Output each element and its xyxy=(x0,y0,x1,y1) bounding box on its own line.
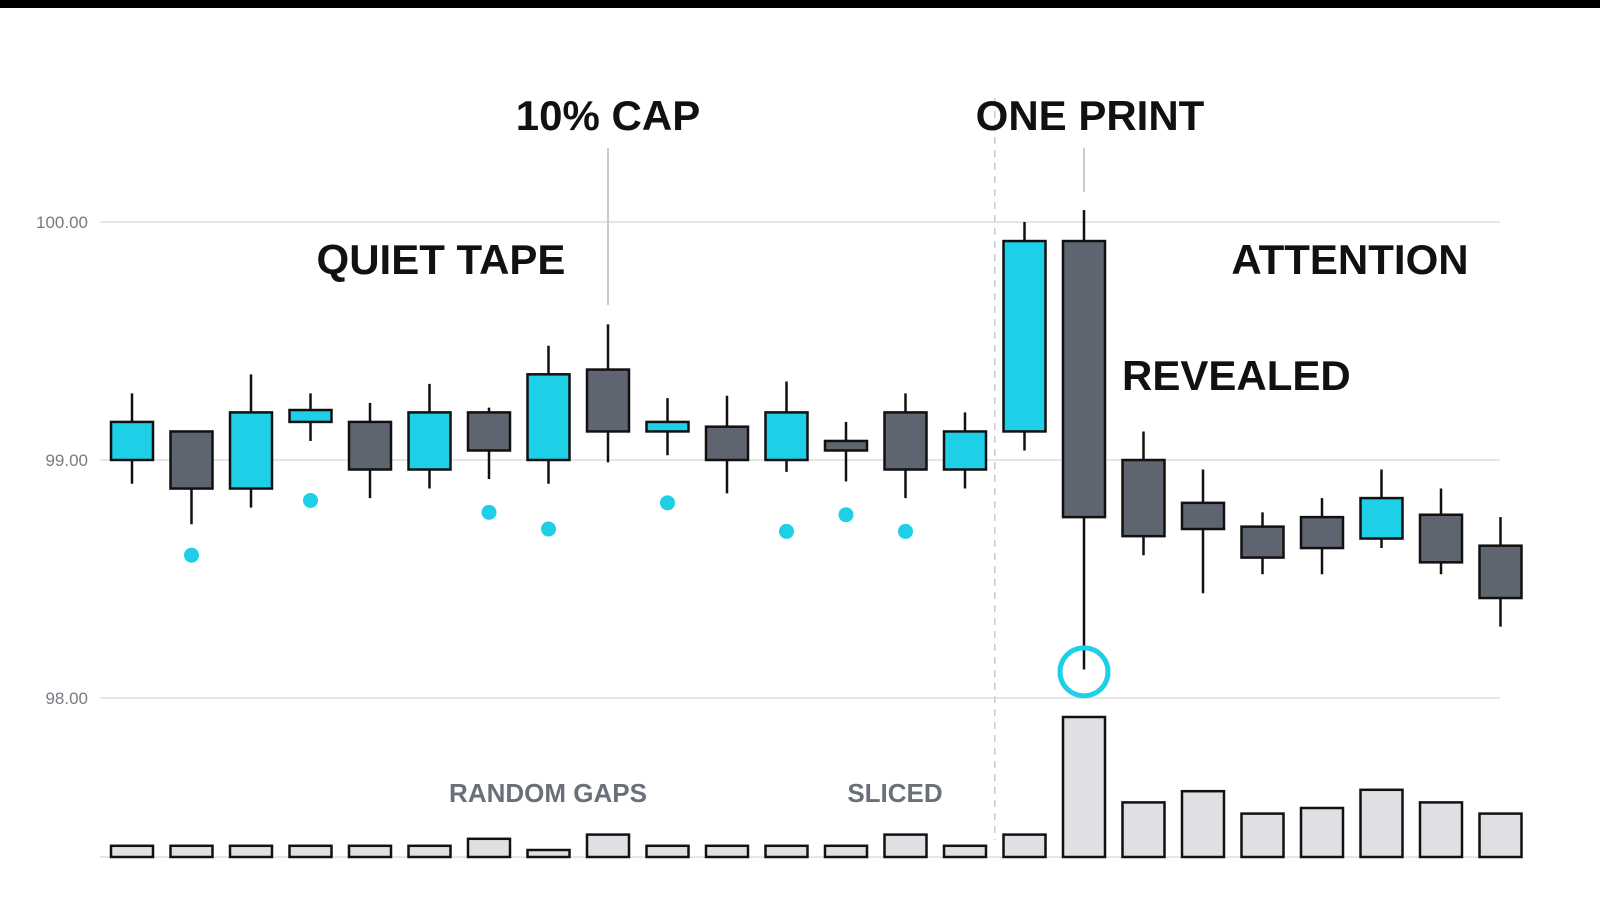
volume-bar xyxy=(704,844,750,859)
candle-body xyxy=(228,411,274,490)
top-black-bar xyxy=(0,0,1600,8)
ring-marker xyxy=(1057,645,1111,699)
candle-body xyxy=(1359,496,1404,540)
candle-body xyxy=(942,430,988,471)
y-tick-label: 98.00 xyxy=(45,689,88,708)
volume-bar xyxy=(1359,788,1404,859)
dot-marker xyxy=(898,523,913,539)
volume-bar xyxy=(1061,715,1107,859)
y-tick-label: 99.00 xyxy=(45,451,88,470)
dot-marker xyxy=(660,495,675,511)
volume-bar xyxy=(466,837,512,859)
candle-body xyxy=(407,411,452,471)
annotation-revealed: REVEALED xyxy=(1122,352,1351,399)
guide-layer xyxy=(607,98,1085,840)
volume-bar xyxy=(1299,806,1345,859)
volume-bar xyxy=(407,844,452,859)
candle-body xyxy=(1299,515,1345,550)
candle-body xyxy=(704,425,750,462)
candles xyxy=(109,210,1523,670)
dot-marker xyxy=(481,504,497,520)
candle-body xyxy=(585,368,631,433)
candle-body xyxy=(1121,458,1166,538)
candle-body xyxy=(526,373,571,462)
volume-bars xyxy=(109,715,1523,859)
candle-body xyxy=(823,439,869,452)
annotation-one-print: ONE PRINT xyxy=(976,92,1205,139)
candle-body xyxy=(645,420,690,433)
annotation-random-gaps: RANDOM GAPS xyxy=(449,778,647,808)
annotation-10pct-cap: 10% CAP xyxy=(516,92,700,139)
markers xyxy=(184,492,1111,699)
candle-body xyxy=(288,408,333,424)
candle-body xyxy=(109,420,155,462)
candle-body xyxy=(1180,501,1226,531)
candle-body xyxy=(1061,239,1107,519)
volume-bar xyxy=(645,844,690,859)
volume-bar xyxy=(764,844,809,859)
volume-bar xyxy=(169,844,214,859)
volume-bar xyxy=(1478,812,1523,859)
dot-marker xyxy=(184,547,199,563)
volume-bar xyxy=(883,833,928,859)
dot-marker xyxy=(779,523,794,539)
volume-bar xyxy=(109,844,155,859)
candle-body xyxy=(466,411,512,452)
volume-bar xyxy=(1002,833,1047,859)
candle-body xyxy=(1418,513,1464,564)
candle-body xyxy=(883,411,928,471)
volume-bar xyxy=(526,848,571,859)
volume-bar xyxy=(1121,801,1166,859)
volume-bar xyxy=(823,844,869,859)
volume-bar xyxy=(1240,812,1285,859)
dot-marker xyxy=(541,521,556,537)
volume-bar xyxy=(288,844,333,859)
y-axis: 100.00 99.00 98.00 xyxy=(36,213,88,708)
candle-body xyxy=(1002,239,1047,433)
dot-marker xyxy=(838,507,854,523)
annotations: 10% CAP QUIET TAPE ONE PRINT ATTENTION R… xyxy=(317,92,1469,808)
annotation-quiet-tape: QUIET TAPE xyxy=(317,236,566,283)
volume-bar xyxy=(347,844,393,859)
volume-bar xyxy=(585,833,631,859)
volume-bar xyxy=(228,844,274,859)
candle-body xyxy=(1478,544,1523,600)
grid-layer xyxy=(100,221,1500,858)
dot-marker xyxy=(303,492,318,508)
candle-body xyxy=(764,411,809,462)
annotation-sliced: SLICED xyxy=(847,778,942,808)
candle-body xyxy=(169,430,214,490)
volume-bar xyxy=(1180,789,1226,859)
candle-body xyxy=(347,420,393,471)
volume-bar xyxy=(942,844,988,859)
annotation-attention: ATTENTION xyxy=(1231,236,1468,283)
volume-bar xyxy=(1418,801,1464,859)
candle-body xyxy=(1240,525,1285,559)
y-tick-label: 100.00 xyxy=(36,213,88,232)
